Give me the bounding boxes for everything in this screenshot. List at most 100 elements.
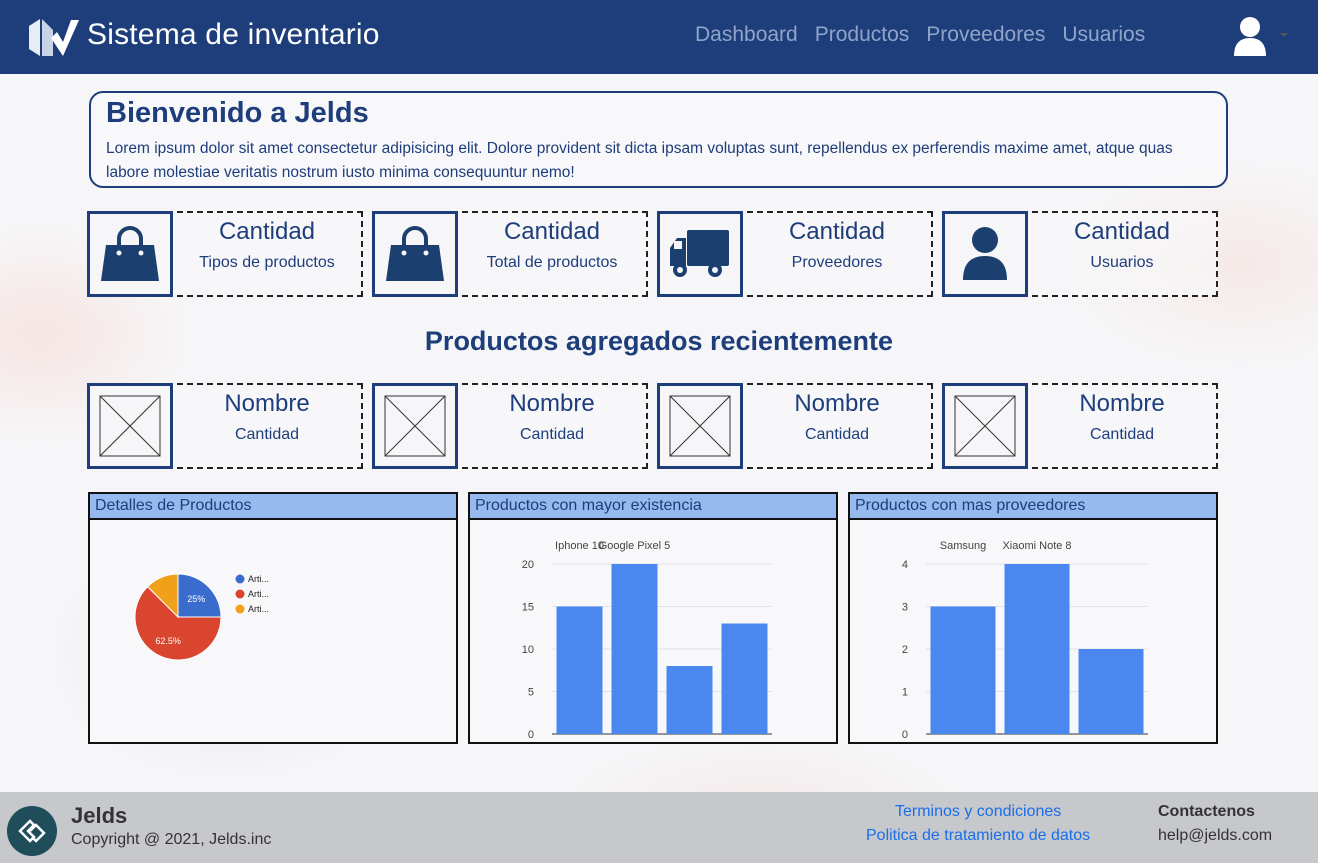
chart-title: Productos con mayor existencia bbox=[470, 494, 836, 520]
y-tick-label: 15 bbox=[522, 602, 534, 614]
stat-subtitle: Total de productos bbox=[486, 254, 618, 271]
pie-slice[interactable] bbox=[146, 573, 179, 619]
bar[interactable] bbox=[1078, 649, 1144, 734]
product-image-box bbox=[87, 383, 173, 469]
main-content: Bienvenido a Jelds Lorem ipsum dolor sit… bbox=[0, 74, 1318, 792]
nav-usuarios[interactable]: Usuarios bbox=[1062, 23, 1146, 46]
footer-copyright: Copyright @ 2021, Jelds.inc bbox=[71, 831, 272, 848]
recent-product-card[interactable]: Nombre Cantidad bbox=[942, 383, 1218, 469]
recent-products-title: Productos agregados recientemente bbox=[424, 326, 894, 356]
app-title[interactable]: Sistema de inventario bbox=[87, 18, 380, 51]
chevron-down-icon[interactable] bbox=[1280, 33, 1288, 37]
terms-link[interactable]: Terminos y condiciones bbox=[895, 803, 1062, 820]
user-icon bbox=[963, 227, 1007, 280]
product-image-box bbox=[372, 383, 458, 469]
stat-card-proveedores[interactable]: Cantidad Proveedores bbox=[657, 211, 933, 297]
product-name: Nombre bbox=[794, 390, 880, 417]
chart-title: Productos con mas proveedores bbox=[850, 494, 1216, 520]
category-label: Xiaomi Note 8 bbox=[1002, 540, 1071, 552]
y-tick-label: 0 bbox=[528, 729, 534, 741]
legend-swatch bbox=[235, 604, 245, 614]
truck-icon bbox=[670, 230, 729, 277]
brand-logo-icon[interactable] bbox=[27, 16, 81, 60]
top-navbar: Sistema de inventario Dashboard Producto… bbox=[0, 0, 1318, 74]
chart-panel-existencia: Productos con mayor existencia 0 5 10 15 20 I… bbox=[468, 492, 838, 744]
recent-product-card[interactable]: Nombre Cantidad bbox=[87, 383, 363, 469]
bar-chart[interactable]: 0 1 2 3 4 Samsung Xiaomi Note 8 bbox=[850, 520, 1216, 742]
shopping-bag-icon bbox=[101, 226, 159, 281]
product-name: Nombre bbox=[509, 390, 595, 417]
bar[interactable] bbox=[666, 666, 713, 734]
y-tick-label: 20 bbox=[522, 559, 534, 571]
footer: Jelds Copyright @ 2021, Jelds.inc Termin… bbox=[0, 792, 1318, 863]
nav-dashboard[interactable]: Dashboard bbox=[695, 23, 798, 46]
privacy-policy-link[interactable]: Politica de tratamiento de datos bbox=[866, 827, 1091, 844]
shopping-bag-icon bbox=[386, 226, 444, 281]
image-placeholder-icon bbox=[954, 395, 1016, 457]
welcome-title: Bienvenido a Jelds bbox=[106, 97, 369, 129]
image-placeholder-icon bbox=[384, 395, 446, 457]
stat-title: Cantidad bbox=[503, 218, 601, 245]
contact-email[interactable]: help@jelds.com bbox=[1158, 827, 1273, 844]
footer-brand: Jelds bbox=[71, 803, 128, 828]
image-placeholder-icon bbox=[669, 395, 731, 457]
stat-icon-box bbox=[942, 211, 1028, 297]
product-qty: Cantidad bbox=[1089, 426, 1155, 443]
product-name: Nombre bbox=[1079, 390, 1165, 417]
y-tick-label: 4 bbox=[902, 559, 908, 571]
bar[interactable] bbox=[1004, 564, 1070, 734]
y-tick-label: 2 bbox=[902, 644, 908, 656]
stat-title: Cantidad bbox=[218, 218, 316, 245]
y-tick-label: 10 bbox=[522, 644, 534, 656]
legend-label: Arti... bbox=[248, 589, 269, 599]
y-tick-label: 1 bbox=[902, 687, 908, 699]
legend-label: Arti... bbox=[248, 604, 269, 614]
pie-chart[interactable]: 25% 62.5% Arti... Arti... Arti... bbox=[90, 520, 456, 742]
pie-slice-label: 62.5% bbox=[155, 636, 181, 646]
welcome-box: Bienvenido a Jelds Lorem ipsum dolor sit… bbox=[89, 91, 1228, 188]
legend-swatch bbox=[235, 574, 245, 584]
nav-productos[interactable]: Productos bbox=[814, 23, 910, 46]
recent-product-card[interactable]: Nombre Cantidad bbox=[657, 383, 933, 469]
product-image-box bbox=[942, 383, 1028, 469]
category-label: Samsung bbox=[940, 540, 986, 552]
bar[interactable] bbox=[556, 606, 603, 735]
pie-slice[interactable] bbox=[134, 585, 222, 661]
category-label: Iphone 10 bbox=[555, 540, 604, 552]
category-label: Google Pixel 5 bbox=[599, 540, 671, 552]
stat-subtitle: Usuarios bbox=[1090, 254, 1154, 271]
user-menu-icon[interactable] bbox=[1232, 16, 1268, 58]
chart-title: Detalles de Productos bbox=[90, 494, 456, 520]
bar[interactable] bbox=[721, 623, 768, 735]
stat-title: Cantidad bbox=[788, 218, 886, 245]
footer-logo-icon bbox=[7, 806, 57, 856]
bar[interactable] bbox=[611, 564, 658, 734]
product-qty: Cantidad bbox=[234, 426, 300, 443]
chart-panel-detalles: Detalles de Productos 25% 62.5% Arti... Art… bbox=[88, 492, 458, 744]
chart-panel-proveedores: Productos con mas proveedores 0 1 2 3 4 Samsu… bbox=[848, 492, 1218, 744]
contact-title: Contactenos bbox=[1158, 803, 1255, 820]
bar[interactable] bbox=[930, 606, 996, 735]
stat-card-tipos[interactable]: Cantidad Tipos de productos bbox=[87, 211, 363, 297]
stat-card-total[interactable]: Cantidad Total de productos bbox=[372, 211, 648, 297]
product-name: Nombre bbox=[224, 390, 310, 417]
stat-subtitle: Proveedores bbox=[791, 254, 883, 271]
stat-icon-box bbox=[87, 211, 173, 297]
main-nav: Dashboard Productos Proveedores Usuarios bbox=[695, 23, 1145, 47]
product-image-box bbox=[657, 383, 743, 469]
recent-product-card[interactable]: Nombre Cantidad bbox=[372, 383, 648, 469]
image-placeholder-icon bbox=[99, 395, 161, 457]
stat-card-usuarios[interactable]: Cantidad Usuarios bbox=[942, 211, 1218, 297]
stat-title: Cantidad bbox=[1073, 218, 1171, 245]
pie-slice[interactable] bbox=[177, 573, 222, 618]
nav-proveedores[interactable]: Proveedores bbox=[926, 23, 1046, 46]
stat-subtitle: Tipos de productos bbox=[199, 254, 335, 271]
stat-icon-box bbox=[372, 211, 458, 297]
stat-icon-box bbox=[657, 211, 743, 297]
y-tick-label: 0 bbox=[902, 729, 908, 741]
pie-slice-label: 25% bbox=[187, 594, 205, 604]
y-tick-label: 3 bbox=[902, 602, 908, 614]
legend-label: Arti... bbox=[248, 574, 269, 584]
legend-swatch bbox=[235, 589, 245, 599]
